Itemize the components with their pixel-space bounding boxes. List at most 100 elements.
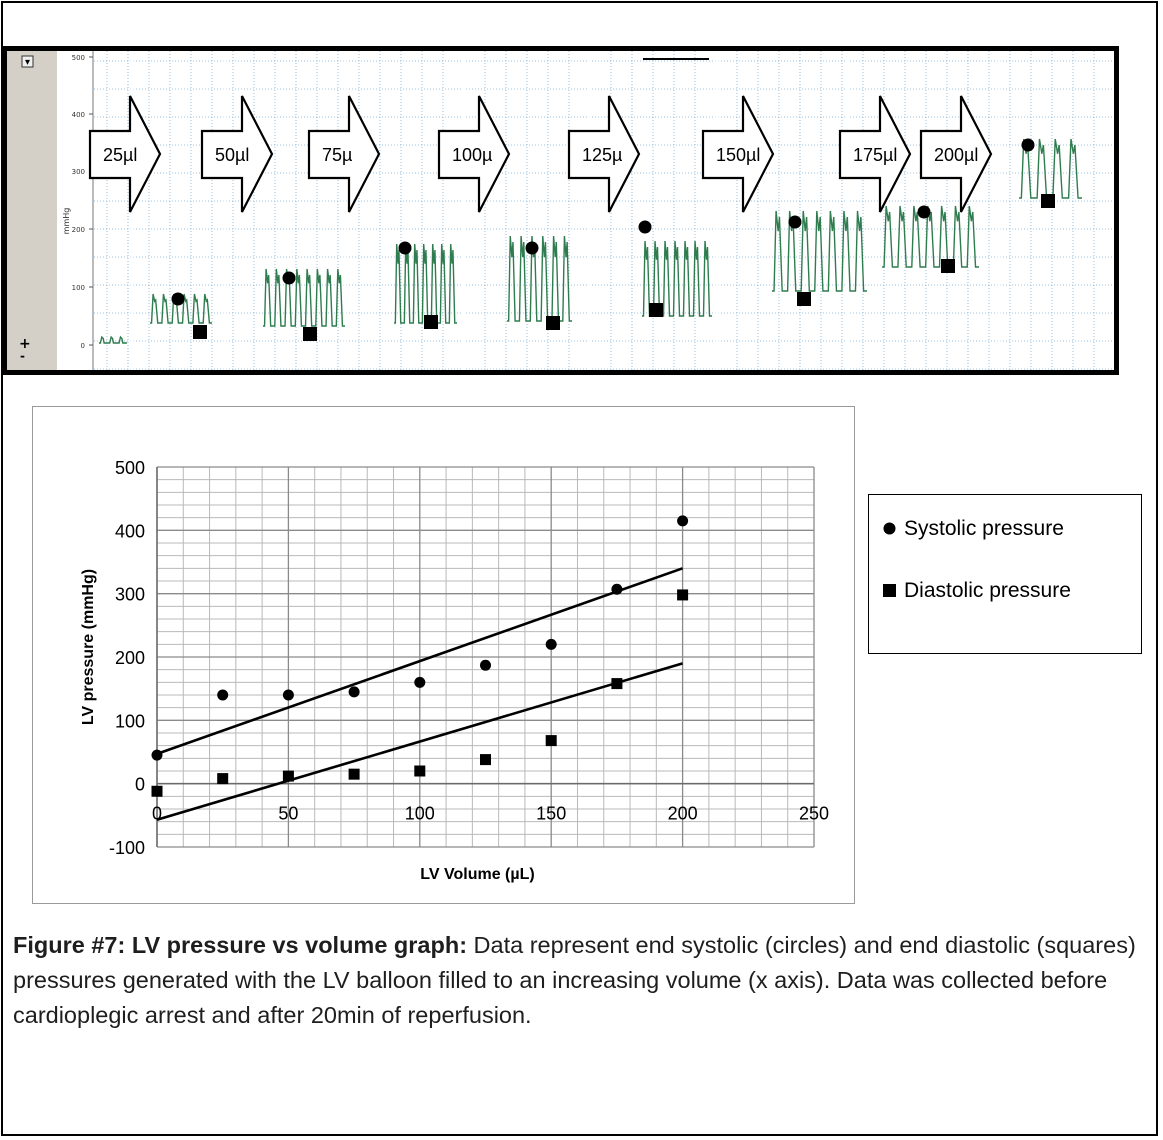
volume-step-label: 100µ [452,145,492,165]
diastolic-point [217,773,229,785]
diastolic-point [151,785,163,797]
trace-diastolic-marker [1041,194,1055,208]
volume-step-label: 50µl [215,145,249,165]
systolic-point [348,686,360,698]
volume-step-label: 125µ [582,145,622,165]
y-tick-label: 200 [115,648,145,668]
trace-systolic-marker [398,241,412,255]
trace-systolic-marker [1021,138,1035,152]
trace-segment-gap [715,51,719,370]
pressure-waveform [263,268,345,327]
pressure-waveform [882,205,979,268]
systolic-point [611,583,623,595]
trace-systolic-marker [171,292,185,306]
volume-step-label: 150µl [716,145,760,165]
caption-text: Data represent end systolic (circles) an… [13,932,1136,1028]
y-tick-label: -100 [109,838,145,858]
scroll-down-button[interactable]: ▾ [21,55,34,68]
x-tick-label: 100 [405,804,435,824]
volume-step-label: 75µ [322,145,352,165]
volume-step-label: 25µl [103,145,137,165]
pressure-trace-panel: ▾ + - 500 400 300 200 100 0 mmHg 25µl 50µl 75µ 100µ 12… [2,46,1119,375]
trace-y-axis-label: mmHg [62,208,71,235]
y-tick-label: 0 [135,775,145,795]
y-axis-title: LV pressure (mmHg) [80,569,97,725]
trace-diastolic-marker [546,316,560,330]
diastolic-point [414,765,426,777]
trace-diastolic-marker [797,292,811,306]
y-tick-label: 100 [115,711,145,731]
systolic-point [414,676,426,688]
volume-step-arrow [307,95,381,213]
legend-item-systolic: Systolic pressure [883,517,1064,541]
trace-segment-gap [997,51,1001,370]
systolic-point [545,638,557,650]
trace-diastolic-marker [193,325,207,339]
y-tick-label: 300 [115,585,145,605]
diastolic-point [348,768,360,780]
trace-y-tick: 200 [72,226,85,234]
zoom-out-button[interactable]: - [20,349,25,363]
volume-step-arrow [701,95,775,213]
trace-segment-gap [462,51,466,370]
pressure-waveform [507,235,572,322]
x-tick-label: 150 [536,804,566,824]
systolic-point [217,689,229,701]
volume-step-arrow [88,95,162,213]
systolic-point [282,689,294,701]
legend-item-diastolic: Diastolic pressure [883,579,1071,603]
trace-diastolic-marker [303,327,317,341]
diastolic-point [480,754,491,766]
systolic-point [677,515,689,527]
systolic-point [480,659,491,671]
minus-icon: - [20,349,25,363]
scroll-down-box [21,55,34,68]
chart-svg: -100 0 100 200 300 400 500 0 50 100 150 200 250 LV Vo… [80,458,829,883]
pressure-volume-chart: -100 0 100 200 300 400 500 0 50 100 150 200 250 LV Vo… [32,406,855,904]
trace-grid [94,51,1114,370]
chart-legend: Systolic pressure Diastolic pressure [868,494,1142,654]
zoom-in-button[interactable]: + [19,336,31,352]
volume-step-arrow [567,95,641,213]
trace-y-tick: 100 [72,284,85,292]
trace-systolic-marker [788,215,802,229]
pressure-waveform [99,335,127,344]
x-tick-label: 50 [278,804,298,824]
trace-systolic-marker [638,220,652,234]
trace-y-tick: 400 [72,111,85,119]
trace-segment-gap [343,51,347,370]
circle-marker-icon [883,517,896,541]
trace-segment-gap [223,51,227,370]
pressure-waveform [394,243,457,324]
square-marker-icon [883,579,896,603]
trace-diastolic-marker [941,259,955,273]
volume-step-arrow [919,95,993,213]
pressure-trace-svg: ▾ +- 500 400 300 200 100 0 mmHg 25µl 50µl 75µ 100µ 12… [7,51,1114,370]
trace-diastolic-marker [649,303,663,317]
plus-icon: + [19,336,31,352]
trace-y-tick: 500 [72,54,85,62]
trendline-diastolic [156,662,683,822]
volume-step-label: 200µl [934,145,978,165]
volume-step-arrow [838,95,912,213]
legend-label-diastolic: Diastolic pressure [904,579,1071,602]
volume-step-arrow [200,95,274,213]
chevron-down-icon: ▾ [25,57,30,68]
caption-title: Figure #7: LV pressure vs volume graph: [13,932,468,958]
trace-segment-gap [587,51,591,370]
diastolic-point [545,735,557,747]
volume-step-label: 175µl [853,145,897,165]
trace-segment-gap [845,51,849,370]
diastolic-point [677,589,689,601]
systolic-point [151,749,163,761]
trace-diastolic-marker [424,315,438,329]
trace-systolic-marker [282,271,296,285]
pressure-waveform [772,210,867,292]
y-tick-label: 500 [115,458,145,478]
trace-systolic-marker [525,241,539,255]
figure-caption: Figure #7: LV pressure vs volume graph: … [13,928,1153,1033]
y-tick-label: 400 [115,521,145,541]
trace-y-tick: 0 [81,342,85,350]
x-tick-label: 250 [799,804,829,824]
legend-label-systolic: Systolic pressure [904,517,1064,540]
